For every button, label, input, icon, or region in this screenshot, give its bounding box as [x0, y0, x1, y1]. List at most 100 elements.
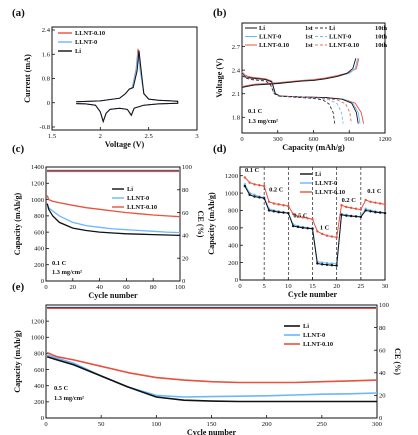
rate-point — [378, 211, 382, 214]
rate-point — [359, 208, 363, 211]
panel-label-e: (e) — [12, 281, 25, 293]
x-tick-label: 0 — [44, 421, 48, 428]
y-tick-label: 0 — [41, 415, 45, 422]
rate-point — [253, 193, 256, 197]
legend-label: LLNT-0 — [75, 39, 97, 46]
rate-point — [301, 216, 305, 219]
rate-point — [258, 184, 261, 187]
y-axis-title: Capacity (mAh/g) — [13, 192, 22, 255]
rate-point — [320, 261, 324, 264]
x-tick-label: 1200 — [378, 136, 392, 143]
legend-label: LLNT-0.10 — [329, 42, 359, 49]
rate-point — [340, 204, 343, 207]
y-tick-label: 600 — [34, 367, 45, 374]
rate-point — [277, 211, 280, 214]
x-tick-label: 200 — [262, 421, 273, 428]
y-tick-label: 1000 — [225, 190, 239, 197]
x-tick-label: 15 — [309, 283, 316, 290]
rate-point — [306, 217, 309, 220]
rate-point — [330, 264, 334, 267]
y-tick-label: 400 — [228, 242, 239, 249]
y-axis-title: Voltage (V) — [215, 58, 224, 98]
y-tick-label: 1400 — [31, 164, 45, 171]
rate-point — [287, 204, 290, 208]
profile-li-solid — [241, 58, 357, 88]
y-tick-label: 0 — [235, 277, 239, 284]
x-tick-label: 5 — [263, 283, 267, 290]
x-tick-label: 40 — [96, 284, 103, 291]
rate-point — [349, 214, 353, 218]
x-tick-label: 2 — [99, 133, 102, 140]
x-axis-title: Capacity (mAh/g) — [282, 143, 345, 152]
x-tick-label: 30 — [382, 283, 389, 290]
plot-frame — [45, 166, 181, 282]
rate-point — [258, 196, 261, 199]
rate-label: 0.1 C — [367, 188, 382, 195]
y-right-tick-label: 60 — [379, 347, 386, 354]
y-tick-label: 1200 — [225, 173, 239, 180]
y-right-tick-label: 60 — [182, 210, 189, 217]
panel-b: 0 300 600 900 1200 1.8 2.1 2.4 2.7 Capacity (mAh/… — [215, 22, 392, 152]
long-capacity-llnt-0.10 — [46, 351, 378, 384]
x-tick-label: 3 — [195, 133, 199, 140]
rate-point — [311, 227, 314, 230]
x-tick-label: 1.5 — [48, 133, 57, 140]
y-tick-label: 1200 — [31, 318, 45, 325]
rate-point — [345, 205, 348, 209]
rate-capacity-li — [244, 185, 386, 267]
legend-label: Li — [75, 48, 81, 55]
x-tick-label: 300 — [273, 136, 284, 143]
rate-point — [277, 203, 280, 206]
profile-llnt-0.10-solid — [241, 58, 360, 88]
loading-annotation: 1.3 mg/cm² — [248, 118, 278, 125]
y-right-tick-label: 40 — [379, 370, 386, 377]
x-tick-label: 0 — [238, 283, 242, 290]
panel-label-c: (c) — [12, 143, 25, 155]
panel-c: 0 20 40 60 80 1000200400600800100012001400Cyc… — [13, 164, 205, 300]
x-axis-title: Cycle number — [187, 428, 237, 435]
capacity-llnt-0.10 — [46, 195, 181, 218]
rate-point — [374, 211, 377, 214]
legend-label: Li — [329, 25, 335, 32]
rate-point — [335, 264, 338, 267]
y-right-tick-label: 80 — [379, 325, 386, 332]
rate-annotation: 0.1 C — [248, 108, 263, 115]
legend-label: LLNT-0 — [315, 180, 337, 187]
rate-point — [267, 200, 271, 203]
rate-point — [325, 263, 329, 266]
rate-label: 1 C — [320, 225, 330, 232]
rate-point — [316, 262, 319, 265]
panel-e: 0 50 100 150 200 250 300020040060080010001200C… — [13, 302, 402, 435]
rate-point — [248, 181, 251, 184]
rate-point — [374, 201, 377, 204]
panel-label-a: (a) — [12, 7, 25, 19]
y-tick-label: 1000 — [31, 334, 45, 341]
y-tick-label: 2.4 — [42, 27, 51, 34]
rate-point — [272, 202, 276, 205]
rate-point — [345, 214, 348, 217]
rate-point — [354, 207, 358, 210]
y-tick-label: 2.1 — [232, 91, 240, 98]
panel-d: 0 5 10 15 20 25 30 0 200 400 600 800 1000 1200 Cycle n… — [207, 166, 389, 299]
rate-point — [325, 234, 329, 237]
rate-point — [354, 215, 358, 218]
y-right-tick-label: 20 — [182, 255, 189, 262]
rate-point — [243, 184, 247, 188]
rate-point — [378, 202, 382, 205]
y-tick-label: -0.8 — [40, 124, 51, 131]
x-tick-label: 100 — [175, 284, 186, 291]
y-tick-label: 400 — [34, 383, 45, 390]
rate-label: 0.5 C — [293, 212, 308, 219]
rate-point — [330, 262, 334, 265]
y-tick-label: 600 — [34, 229, 45, 236]
y-tick-label: 1000 — [31, 197, 45, 204]
rate-point — [296, 225, 300, 229]
x-tick-label: 50 — [98, 421, 105, 428]
rate-point — [330, 235, 334, 238]
y-tick-label: 800 — [228, 208, 239, 215]
y-right-axis-title: CE (%) — [196, 210, 205, 237]
rate-point — [282, 211, 285, 214]
x-tick-label: 600 — [309, 136, 320, 143]
rate-point — [320, 263, 324, 266]
rate-point — [248, 193, 251, 197]
